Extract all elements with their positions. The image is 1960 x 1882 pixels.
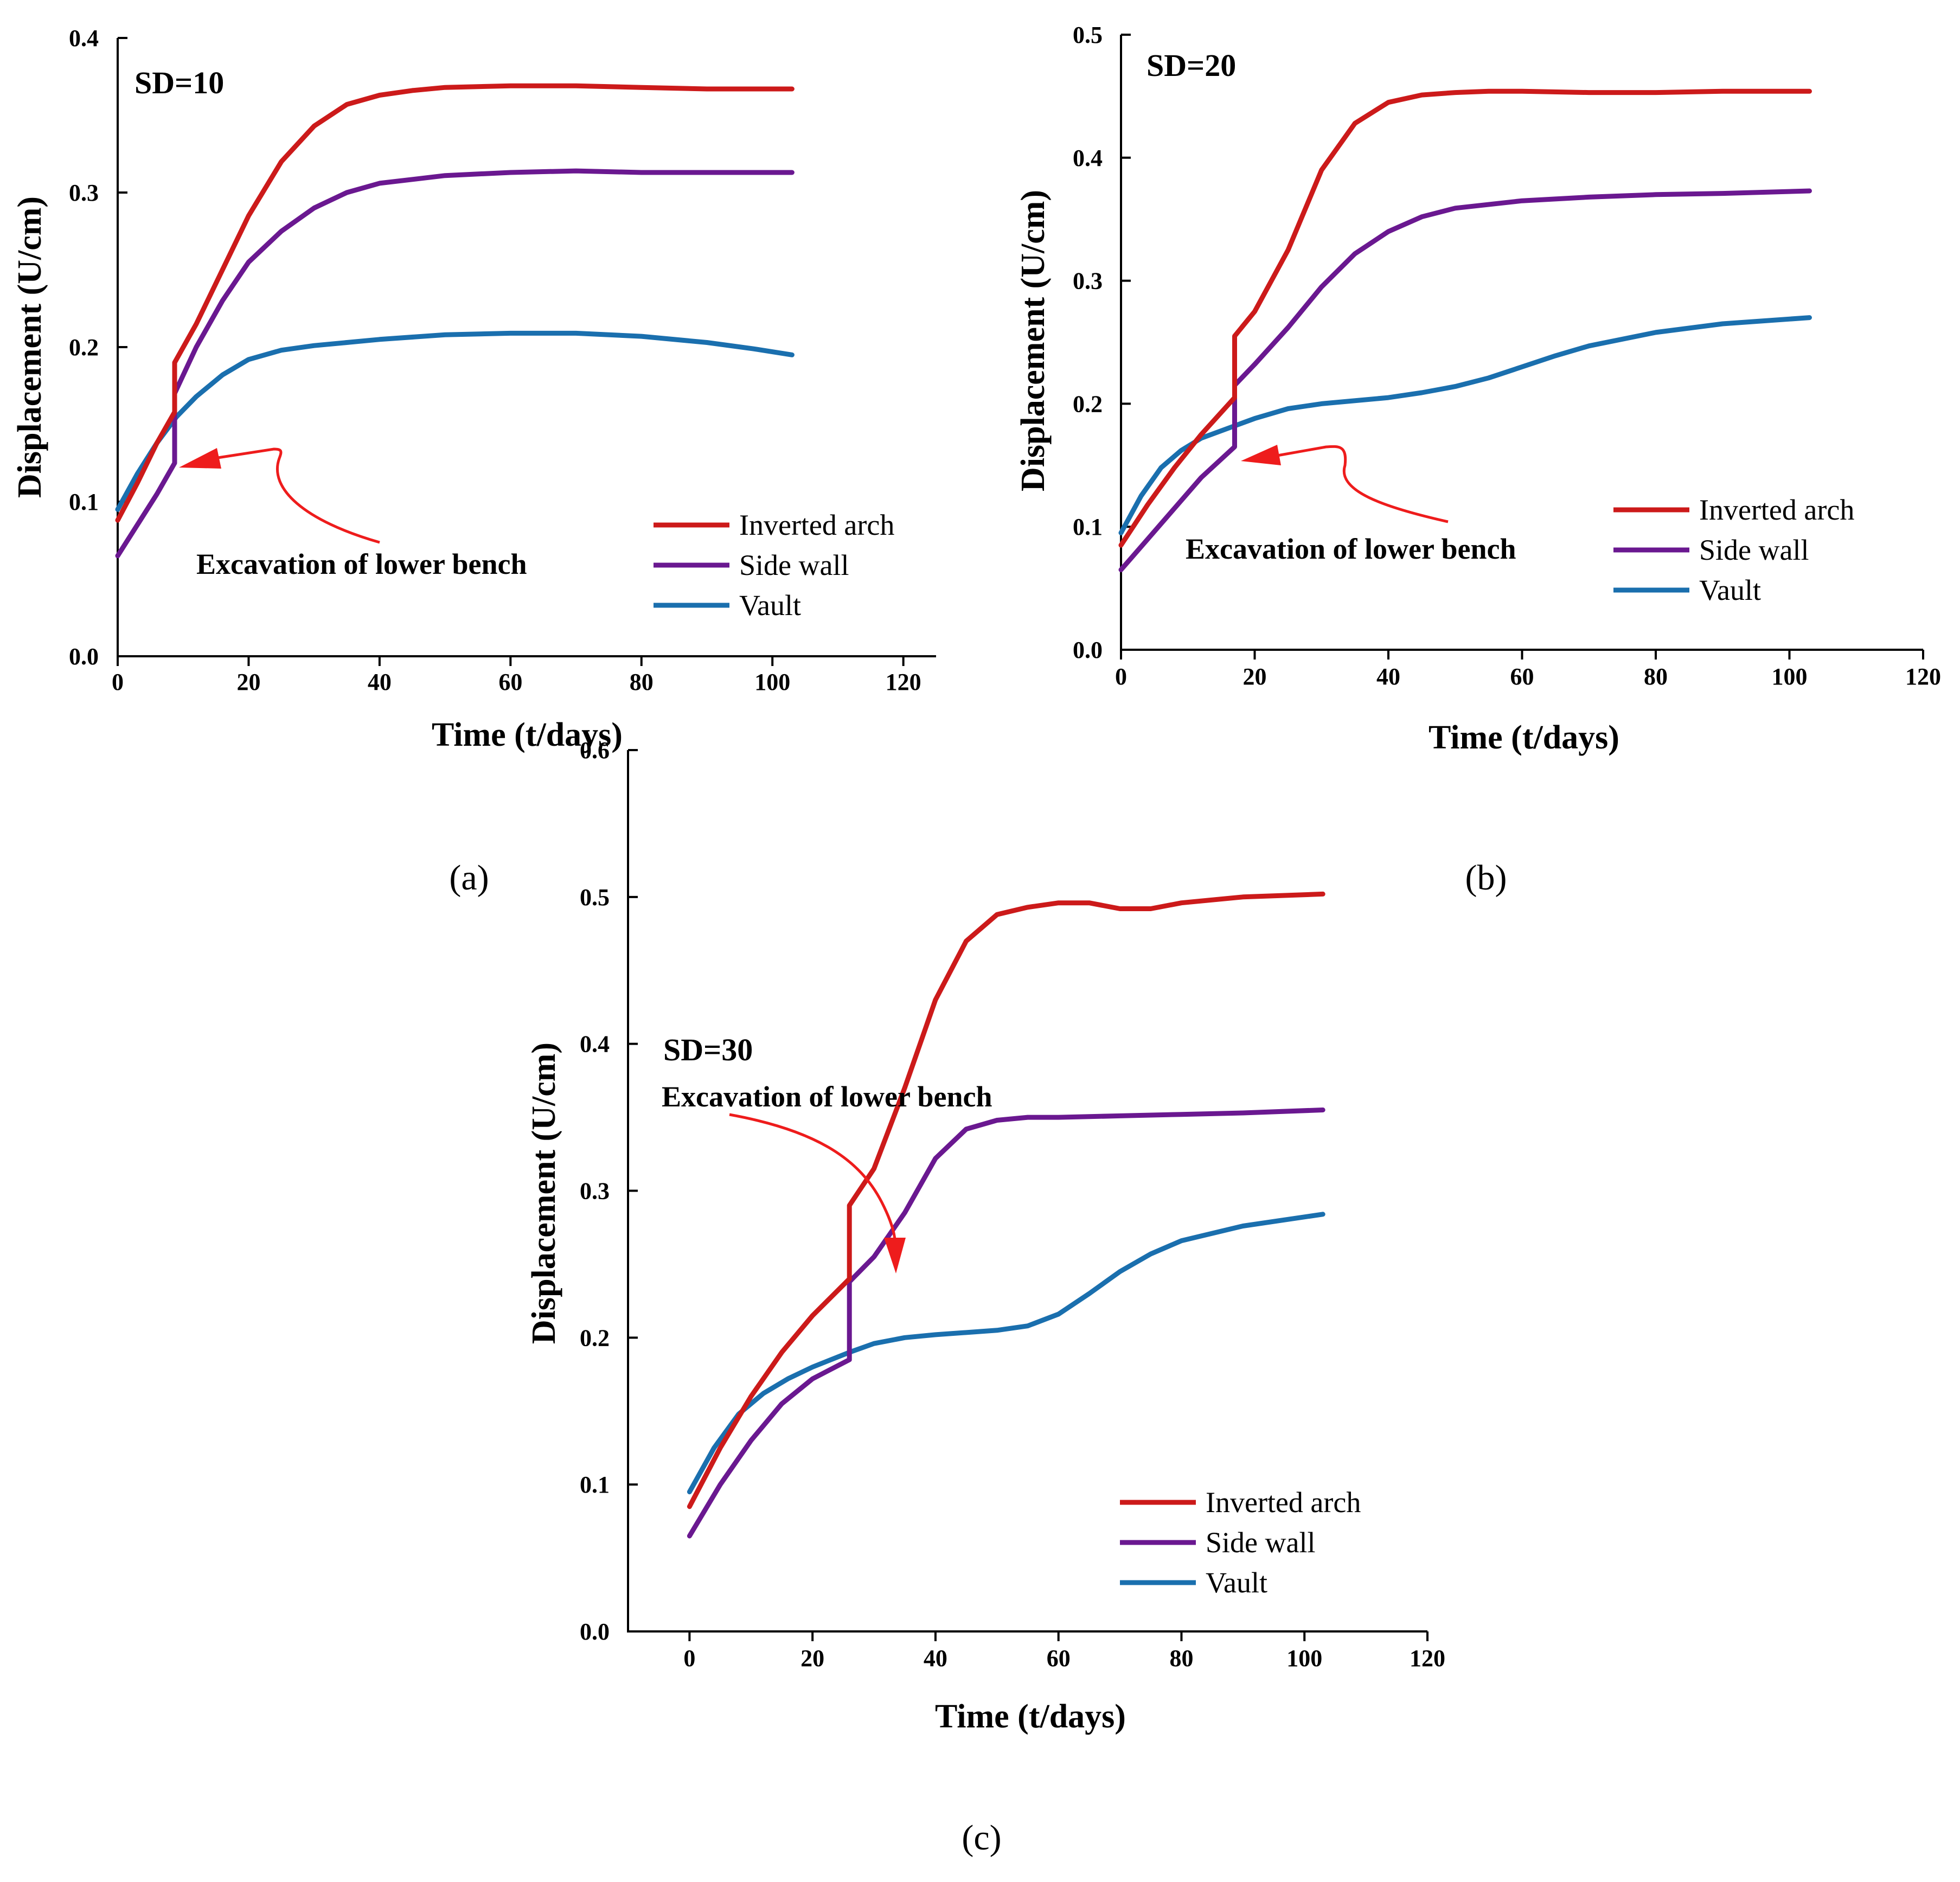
series-line-side-wall-c bbox=[687, 1108, 1325, 1539]
x-tick-label-c: 40 bbox=[924, 1645, 947, 1672]
y-axis-title-c: Displacement (U/cm) bbox=[526, 1042, 562, 1344]
y-tick-label-c: 0.3 bbox=[580, 1178, 610, 1205]
caption-c: (c) bbox=[962, 1818, 1001, 1858]
x-ticks-a: 0 20 40 60 80 100 120 bbox=[112, 656, 921, 695]
x-tick-label-c: 120 bbox=[1410, 1645, 1445, 1672]
x-axis-title-a: Time (t/days) bbox=[432, 716, 623, 753]
legend-b: Inverted arch Side wall Vault bbox=[1613, 494, 1854, 606]
x-tick-label-b: 20 bbox=[1243, 663, 1267, 690]
annotation-text-c: Excavation of lower bench bbox=[662, 1080, 992, 1113]
x-tick-label-b: 120 bbox=[1905, 663, 1941, 690]
y-tick-label-b: 0.5 bbox=[1073, 22, 1103, 48]
y-tick-label-a: 0.2 bbox=[69, 334, 99, 361]
series-line-inverted-arch-c bbox=[687, 891, 1325, 1509]
series-line-vault-a bbox=[115, 330, 795, 512]
y-tick-label-c: 0.1 bbox=[580, 1471, 610, 1498]
series-b bbox=[1118, 88, 1812, 573]
x-tick-label-a: 60 bbox=[498, 669, 522, 695]
legend-c: Inverted arch Side wall Vault bbox=[1120, 1486, 1361, 1599]
chart-panel-a: 0.0 0.1 0.2 0.3 0.4 0 20 40 60 80 100 120 SD=10 Ex… bbox=[11, 25, 936, 898]
x-tick-label-b: 60 bbox=[1510, 663, 1534, 690]
series-a bbox=[115, 83, 795, 559]
annotation-text-a: Excavation of lower bench bbox=[196, 548, 527, 580]
x-tick-label-a: 80 bbox=[630, 669, 654, 695]
x-ticks-b: 0 20 40 60 80 100 120 bbox=[1115, 650, 1941, 690]
legend-a: Inverted arch Side wall Vault bbox=[654, 509, 894, 622]
series-line-vault-c bbox=[687, 1212, 1325, 1495]
series-line-side-wall-a bbox=[115, 168, 795, 559]
y-tick-label-c: 0.5 bbox=[580, 884, 610, 911]
legend-label-inverted-arch-c: Inverted arch bbox=[1206, 1486, 1361, 1519]
x-axis-title-c: Time (t/days) bbox=[935, 1698, 1126, 1735]
x-tick-label-c: 0 bbox=[683, 1645, 695, 1672]
caption-b: (b) bbox=[1465, 858, 1507, 898]
chart-panel-c: 0.0 0.1 0.2 0.3 0.4 0.5 0.6 0 20 40 60 80 100 120 SD… bbox=[526, 737, 1445, 1858]
x-tick-label-c: 20 bbox=[800, 1645, 824, 1672]
caption-a: (a) bbox=[449, 858, 489, 898]
x-tick-label-c: 100 bbox=[1286, 1645, 1322, 1672]
y-tick-label-b: 0.1 bbox=[1073, 514, 1103, 540]
legend-label-side-wall-c: Side wall bbox=[1206, 1526, 1315, 1559]
y-tick-label-a: 0.0 bbox=[69, 643, 99, 670]
x-tick-label-a: 120 bbox=[886, 669, 921, 695]
legend-label-side-wall-b: Side wall bbox=[1699, 534, 1809, 566]
x-tick-label-a: 40 bbox=[368, 669, 392, 695]
y-axis-title-b: Displacement (U/cm) bbox=[1015, 190, 1052, 491]
x-tick-label-a: 20 bbox=[236, 669, 260, 695]
x-tick-label-a: 0 bbox=[112, 669, 124, 695]
x-tick-label-b: 40 bbox=[1376, 663, 1400, 690]
x-axis-title-b: Time (t/days) bbox=[1429, 719, 1619, 756]
series-line-inverted-arch-a bbox=[115, 83, 795, 523]
legend-label-side-wall-a: Side wall bbox=[739, 549, 849, 581]
panel-tag-a: SD=10 bbox=[134, 65, 224, 100]
annotation-text-b: Excavation of lower bench bbox=[1186, 533, 1516, 565]
x-tick-label-c: 80 bbox=[1169, 1645, 1193, 1672]
series-line-side-wall-b bbox=[1118, 188, 1812, 573]
legend-label-inverted-arch-b: Inverted arch bbox=[1699, 494, 1854, 526]
annotation-arrow-b bbox=[1241, 445, 1449, 523]
x-ticks-c: 0 20 40 60 80 100 120 bbox=[683, 1631, 1445, 1672]
y-tick-label-c: 0.2 bbox=[580, 1324, 610, 1351]
y-axis-title-a: Displacement (U/cm) bbox=[11, 196, 48, 498]
panel-tag-c: SD=30 bbox=[663, 1032, 753, 1067]
y-ticks-c: 0.0 0.1 0.2 0.3 0.4 0.5 0.6 bbox=[580, 737, 638, 1645]
y-tick-label-a: 0.1 bbox=[69, 489, 99, 515]
legend-label-inverted-arch-a: Inverted arch bbox=[739, 509, 894, 541]
series-line-inverted-arch-b bbox=[1118, 88, 1812, 548]
annotation-arrow-a bbox=[179, 447, 380, 544]
series-c bbox=[687, 891, 1325, 1539]
annotation-arrow-c bbox=[729, 1113, 906, 1273]
panel-tag-b: SD=20 bbox=[1146, 48, 1236, 83]
x-tick-label-c: 60 bbox=[1047, 1645, 1071, 1672]
legend-label-vault-b: Vault bbox=[1699, 574, 1761, 606]
y-tick-label-b: 0.0 bbox=[1073, 637, 1103, 663]
x-tick-label-b: 80 bbox=[1644, 663, 1668, 690]
y-tick-label-c: 0.4 bbox=[580, 1031, 610, 1058]
y-tick-label-c: 0.6 bbox=[580, 737, 610, 764]
y-tick-label-c: 0.0 bbox=[580, 1618, 610, 1645]
y-tick-label-b: 0.4 bbox=[1073, 145, 1103, 171]
legend-label-vault-c: Vault bbox=[1206, 1566, 1267, 1599]
x-tick-label-b: 0 bbox=[1115, 663, 1127, 690]
y-ticks-b: 0.0 0.1 0.2 0.3 0.4 0.5 bbox=[1073, 22, 1131, 663]
y-tick-label-b: 0.2 bbox=[1073, 391, 1103, 417]
y-tick-label-a: 0.4 bbox=[69, 25, 99, 52]
chart-panel-b: 0.0 0.1 0.2 0.3 0.4 0.5 0 20 40 60 80 100 120 SD=20… bbox=[1015, 22, 1941, 898]
y-tick-label-b: 0.3 bbox=[1073, 268, 1103, 295]
legend-label-vault-a: Vault bbox=[739, 589, 801, 622]
x-tick-label-a: 100 bbox=[754, 669, 790, 695]
y-tick-label-a: 0.3 bbox=[69, 180, 99, 206]
series-line-vault-b bbox=[1118, 315, 1812, 535]
x-tick-label-b: 100 bbox=[1772, 663, 1808, 690]
